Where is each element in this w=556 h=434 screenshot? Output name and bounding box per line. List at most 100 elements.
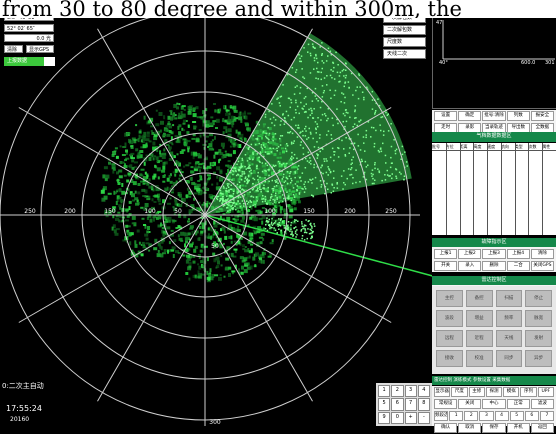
bottom4-button-4[interactable]: 返回 [530, 423, 555, 433]
echo-cell [230, 106, 235, 109]
bottom3-button-3[interactable]: 3 [479, 411, 494, 421]
radar-control-button-15[interactable]: 异步 [525, 350, 552, 367]
bottom1-button-2[interactable]: 主修 [468, 387, 485, 397]
radar-control-button-1[interactable]: 备控 [465, 290, 493, 307]
echo-cell [202, 165, 205, 170]
key-0[interactable]: 0 [391, 411, 404, 424]
bottom2-button-1[interactable]: 关闭 [458, 399, 482, 409]
bottom4-button-3[interactable]: 开机 [506, 423, 530, 433]
echo-cell [236, 218, 239, 221]
column-divider [446, 143, 447, 235]
radar-control-button-3[interactable]: 停止 [525, 290, 552, 307]
bottom1-button-0[interactable]: 显示器 [434, 387, 451, 397]
control-button-0[interactable]: 设置 [434, 111, 458, 121]
radar-control-button-14[interactable]: 同步 [495, 350, 523, 367]
fault2-button-3[interactable]: 二合 [506, 261, 530, 271]
key-6[interactable]: 6 [391, 398, 404, 411]
sector-return [352, 156, 354, 158]
bottom1-button-1[interactable]: 尺度 [451, 387, 468, 397]
sector-return [351, 162, 353, 164]
key-1[interactable]: 1 [378, 385, 391, 398]
secondary-decode-button[interactable]: 二次解包数 [383, 25, 426, 35]
radar-control-button-4[interactable]: 波段 [436, 310, 463, 327]
report-data-button[interactable]: 上报数据 [4, 57, 48, 66]
radar-control-button-11[interactable]: 发射 [525, 330, 552, 347]
echo-cell [202, 123, 207, 127]
control-button-1[interactable]: 确定 [458, 111, 482, 121]
bottom1-button-4[interactable]: 模拟 [503, 387, 520, 397]
bottom1-button-6[interactable]: UPF [537, 387, 554, 397]
key-5[interactable]: 5 [378, 398, 391, 411]
fault2-button-1[interactable]: 录入 [458, 261, 482, 271]
echo-cell [152, 146, 157, 151]
bottom1-button-3[interactable]: 探测 [485, 387, 503, 397]
bottom4-button-1[interactable]: 取消 [458, 423, 482, 433]
antenna-button[interactable]: 天线二次 [383, 49, 426, 59]
bottom3-button-1[interactable]: 1 [449, 411, 464, 421]
echo-cell [128, 206, 131, 211]
bottom2-button-0[interactable]: 常规设 [434, 399, 458, 409]
sector-return [317, 78, 319, 80]
echo-cell [211, 183, 214, 186]
sector-return [366, 88, 369, 90]
echo-cell [157, 242, 161, 247]
radar-control-button-12[interactable]: 接收 [436, 350, 463, 367]
radar-control-button-2[interactable]: 扫描 [495, 290, 523, 307]
key-3[interactable]: 3 [404, 385, 417, 398]
key-8[interactable]: 8 [417, 398, 430, 411]
show-gps-button[interactable]: 显示GPS [26, 45, 54, 53]
sector-return [332, 62, 335, 64]
bottom3-button-5[interactable]: 5 [509, 411, 524, 421]
bottom2-button-3[interactable]: 正常 [506, 399, 530, 409]
clear-button[interactable]: 清除 [4, 45, 23, 53]
bottom1-button-5[interactable]: 序列 [520, 387, 537, 397]
radar-control-button-13[interactable]: 校准 [465, 350, 493, 367]
fault2-button-2[interactable]: 删除 [482, 261, 506, 271]
radar-control-button-9[interactable]: 近程 [465, 330, 493, 347]
key-2[interactable]: 2 [391, 385, 404, 398]
sector-return [267, 186, 269, 189]
bottom2-button-4[interactable]: 滤波 [530, 399, 555, 409]
report-indicator[interactable] [44, 57, 55, 66]
radar-control-button-10[interactable]: 天线 [495, 330, 523, 347]
control-button-2[interactable]: 批号:清除 [482, 111, 506, 121]
bottom4-button-0[interactable]: 确认 [434, 423, 458, 433]
echo-cell [122, 161, 125, 164]
radar-control-button-0[interactable]: 主控 [436, 290, 463, 307]
echo-cell [244, 246, 247, 248]
sector-return [236, 163, 238, 166]
fault2-button-0[interactable]: 开关 [434, 261, 458, 271]
key-minus[interactable]: - [417, 411, 430, 424]
control-button-3[interactable]: 列数 [506, 111, 530, 121]
fault-button-2[interactable]: 上报3 [482, 249, 506, 259]
key-9[interactable]: 9 [378, 411, 391, 424]
echo-cell [204, 167, 209, 170]
sector-return [222, 197, 224, 200]
bottom2-button-2[interactable]: 中心 [482, 399, 506, 409]
fault-button-1[interactable]: 上报2 [458, 249, 482, 259]
radar-control-button-7[interactable]: 脉宽 [525, 310, 552, 327]
radar-ppi-display[interactable]: 2502001501005010015020025020030050 [0, 0, 432, 426]
bottom3-button-7[interactable]: 7 [539, 411, 554, 421]
radar-control-button-5[interactable]: 增益 [465, 310, 493, 327]
key-plus[interactable]: + [404, 411, 417, 424]
fault-button-3[interactable]: 上报4 [506, 249, 530, 259]
radar-control-button-8[interactable]: 远程 [436, 330, 463, 347]
sector-return [374, 111, 376, 114]
data-table[interactable]: 批号 方位 距离 高度 速度 航向 类型 次数 属性 [432, 143, 556, 235]
radar-control-button-6[interactable]: 频率 [495, 310, 523, 327]
key-7[interactable]: 7 [404, 398, 417, 411]
sector-return [327, 108, 330, 110]
control-button-4[interactable]: 报安全 [530, 111, 555, 121]
fault-button-0[interactable]: 上报1 [434, 249, 458, 259]
fault2-button-4[interactable]: 关闭GPS [530, 261, 555, 271]
bottom3-button-6[interactable]: 6 [524, 411, 539, 421]
bottom3-button-0[interactable]: 频段选择 [434, 411, 449, 421]
fault-button-4[interactable]: 清除 [530, 249, 555, 259]
sector-return [248, 164, 251, 166]
bottom4-button-2[interactable]: 保存 [482, 423, 506, 433]
key-4[interactable]: 4 [417, 385, 430, 398]
scale-button[interactable]: 尺度数 [383, 37, 426, 47]
bottom3-button-2[interactable]: 2 [464, 411, 479, 421]
bottom3-button-4[interactable]: 4 [494, 411, 509, 421]
